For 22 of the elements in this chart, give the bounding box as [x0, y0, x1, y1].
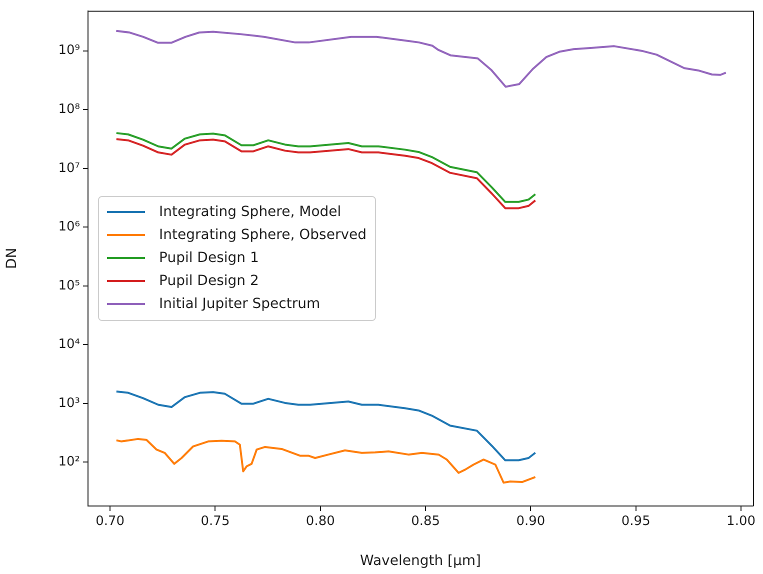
x-tick-label: 0.75	[200, 514, 230, 530]
x-tick-label: 0.70	[96, 514, 125, 530]
x-tick-label: 1.00	[726, 514, 756, 530]
y-axis-title: DN	[4, 248, 20, 270]
x-axis-title: Wavelength [μm]	[360, 553, 481, 570]
legend-label: Pupil Design 2	[159, 273, 259, 290]
y-tick-label: 10⁴	[58, 337, 80, 352]
x-tick-label: 0.80	[306, 514, 335, 530]
x-tick-label: 0.85	[411, 514, 440, 530]
legend-label: Initial Jupiter Spectrum	[159, 296, 320, 312]
x-tick-label: 0.90	[516, 514, 546, 530]
y-tick-label: 10⁸	[58, 102, 80, 117]
y-tick-label: 10⁶	[58, 220, 80, 235]
legend-label: Pupil Design 1	[159, 250, 259, 266]
y-tick-label: 10³	[58, 396, 80, 411]
y-tick-label: 10⁹	[58, 43, 80, 58]
legend-label: Integrating Sphere, Model	[159, 204, 342, 220]
y-tick-label: 10²	[58, 454, 80, 470]
y-tick-label: 10⁵	[58, 278, 80, 294]
y-tick-label: 10⁷	[58, 160, 80, 176]
x-tick-label: 0.95	[621, 514, 650, 530]
legend-label: Integrating Sphere, Observed	[159, 227, 366, 244]
